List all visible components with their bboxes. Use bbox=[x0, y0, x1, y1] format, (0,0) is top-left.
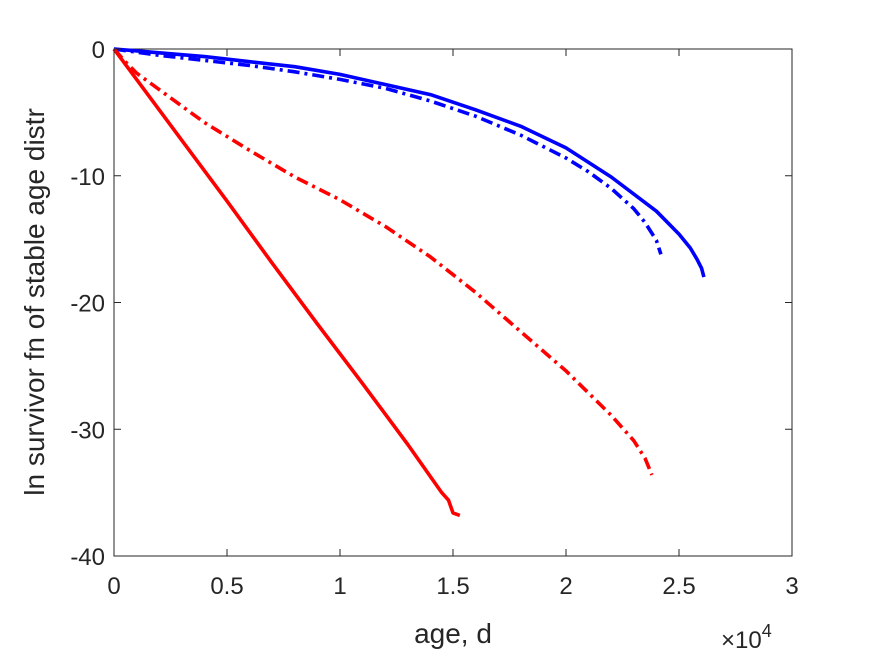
x-axis-label: age, d bbox=[414, 618, 492, 649]
x-tick-label: 2 bbox=[559, 573, 572, 600]
x-tick-label: 3 bbox=[785, 573, 798, 600]
series-line-1 bbox=[113, 47, 706, 278]
series-line-4 bbox=[112, 47, 461, 518]
y-tick-label: -30 bbox=[70, 417, 105, 444]
y-tick-label: -10 bbox=[70, 164, 105, 191]
x-tick-label: 1.5 bbox=[436, 573, 469, 600]
x-exponent-power: 4 bbox=[762, 621, 772, 641]
y-tick-label: -20 bbox=[70, 291, 105, 318]
x-exponent-label: ×104 bbox=[721, 621, 772, 654]
x-tick-label: 0.5 bbox=[210, 573, 243, 600]
x-tick-label: 1 bbox=[333, 573, 346, 600]
x-tick-label: 0 bbox=[107, 573, 120, 600]
x-tick-label: 2.5 bbox=[662, 573, 695, 600]
y-tick-label: -40 bbox=[70, 544, 105, 571]
tick-layer: 0 0.5 1 1.5 2 2.5 3 0 -10 -20 -30 -40 bbox=[70, 37, 798, 600]
plot-area bbox=[113, 48, 793, 557]
y-tick-label: 0 bbox=[92, 37, 105, 64]
x-exponent-base: ×10 bbox=[721, 627, 762, 654]
series-layer bbox=[112, 47, 706, 518]
series-line-3 bbox=[112, 47, 654, 476]
series-line-2 bbox=[113, 47, 663, 255]
y-axis-label: ln survivor fn of stable age distr bbox=[19, 108, 50, 496]
